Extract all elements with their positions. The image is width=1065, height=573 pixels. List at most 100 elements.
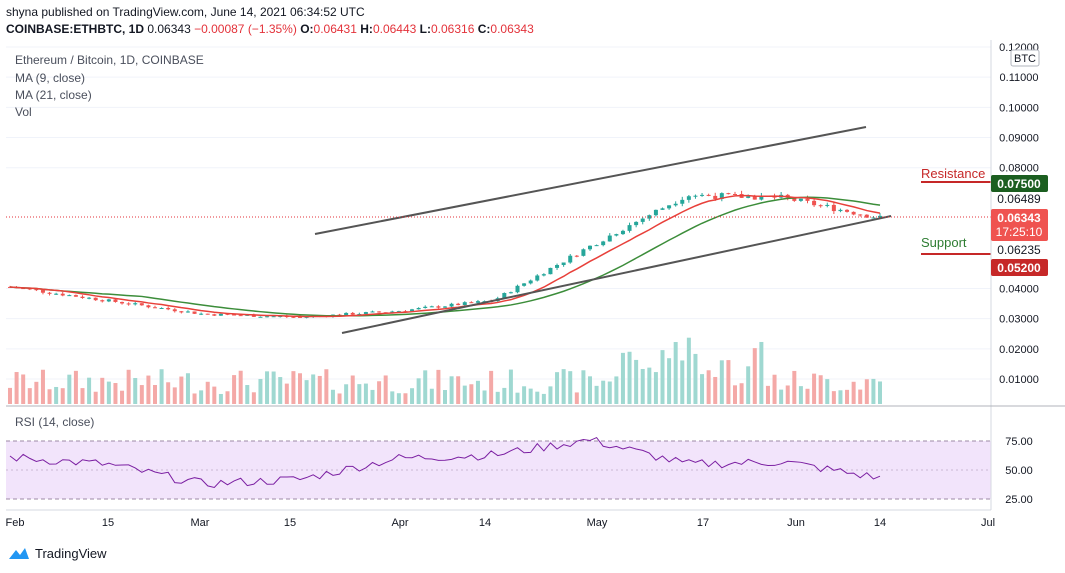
volume-bar — [146, 375, 151, 404]
volume-bar — [515, 392, 520, 404]
candle-body — [416, 307, 421, 310]
volume-bar — [706, 370, 711, 404]
price-tick-label: 0.03000 — [999, 314, 1039, 326]
candle-body — [706, 194, 711, 196]
volume-bar — [746, 366, 751, 404]
candle-body — [522, 283, 527, 286]
volume-bar — [535, 391, 540, 404]
candle-body — [390, 311, 395, 313]
candle-body — [225, 313, 230, 315]
volume-bar — [765, 385, 770, 404]
volume-bar — [831, 391, 836, 404]
tradingview-brand[interactable]: TradingView — [8, 546, 107, 561]
support-label: Support — [921, 235, 967, 250]
candle-body — [798, 198, 803, 201]
low-label: L: — [419, 22, 431, 36]
volume-bar — [475, 380, 480, 404]
volume-bar — [357, 384, 362, 404]
candle-body — [627, 225, 632, 231]
price-chart[interactable]: Resistance Support 0.120000.110000.10000… — [0, 40, 1065, 540]
volume-bar — [383, 375, 388, 404]
volume-bar — [396, 393, 401, 404]
support-price-text: 0.05200 — [997, 261, 1041, 275]
chart-title: Ethereum / Bitcoin, 1D, COINBASE — [15, 53, 204, 67]
candle-body — [818, 205, 823, 207]
volume-bar — [271, 371, 276, 404]
low-value: 0.06316 — [431, 22, 475, 36]
rsi-tick-label: 25.00 — [1005, 494, 1033, 506]
time-tick-label: Jul — [981, 517, 995, 529]
volume-bar — [864, 379, 869, 404]
volume-bar — [752, 348, 757, 404]
volume-bar — [54, 386, 59, 404]
volume-bar — [238, 370, 243, 404]
candle-body — [653, 209, 658, 216]
volume-bar — [792, 370, 797, 404]
candle-body — [34, 289, 39, 291]
candle-body — [640, 218, 645, 222]
candle-body — [113, 299, 118, 302]
volume-bar — [878, 381, 882, 404]
candle-body — [370, 311, 375, 313]
volume-bar — [225, 391, 230, 404]
volume-bar — [278, 377, 283, 404]
candle-body — [166, 307, 171, 310]
open-label: O: — [300, 22, 314, 36]
candle-body — [871, 217, 876, 219]
price-tick-label: 0.04000 — [999, 283, 1039, 295]
candle-body — [291, 316, 296, 318]
volume-bar — [779, 389, 784, 404]
volume-bar — [581, 370, 586, 404]
volume-bar — [311, 374, 316, 404]
volume-bar — [522, 386, 527, 404]
candle-body — [436, 306, 441, 308]
price-tick-label: 0.11000 — [1000, 72, 1039, 84]
ma21-legend: MA (21, close) — [15, 88, 92, 102]
price-tick-label: 0.10000 — [999, 102, 1039, 114]
candle-body — [713, 195, 718, 199]
candle-body — [746, 196, 751, 198]
candle-body — [172, 309, 177, 312]
volume-bar — [660, 350, 665, 404]
candle-body — [805, 198, 810, 201]
candle-body — [199, 313, 204, 315]
candle-body — [159, 307, 164, 309]
candles — [8, 190, 882, 319]
candle-body — [93, 297, 98, 301]
volume-bar — [337, 393, 342, 404]
candle-body — [205, 313, 210, 315]
candle-body — [87, 297, 92, 299]
candle-body — [733, 194, 737, 196]
volume-bar — [805, 388, 810, 404]
time-tick-label: 14 — [874, 517, 886, 529]
volume-bar — [858, 389, 863, 404]
time-tick-label: 15 — [102, 517, 114, 529]
time-tick-label: 14 — [479, 517, 491, 529]
candle-body — [700, 194, 705, 196]
last-price-tag — [991, 209, 1048, 241]
volume-bar — [390, 391, 395, 404]
volume-bar — [686, 337, 691, 404]
candle-body — [126, 303, 131, 305]
candle-body — [647, 215, 652, 219]
volume-bar — [825, 379, 830, 404]
candle-body — [792, 197, 797, 201]
ma9-legend: MA (9, close) — [15, 71, 86, 85]
candle-body — [831, 204, 836, 212]
volume-bar — [812, 373, 817, 404]
candle-body — [298, 316, 302, 318]
tradingview-logo-icon — [9, 547, 29, 559]
candle-body — [47, 292, 52, 294]
candle-body — [410, 309, 415, 312]
volume-bar — [620, 352, 625, 404]
candle-body — [153, 307, 157, 309]
candle-body — [278, 316, 283, 318]
ma9-price-text: 0.06235 — [997, 243, 1041, 257]
countdown-text: 17:25:10 — [996, 225, 1043, 239]
volume-bar — [759, 341, 764, 404]
volume-bar — [673, 342, 678, 404]
time-tick-label: Apr — [391, 517, 408, 529]
volume-bar — [719, 360, 724, 404]
volume-bar — [363, 383, 368, 404]
volume-bar — [8, 387, 12, 404]
